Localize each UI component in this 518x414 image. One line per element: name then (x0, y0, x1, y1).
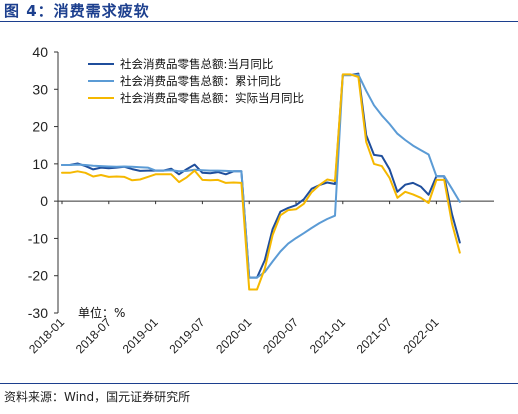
unit-label: 单位：% (78, 305, 125, 320)
x-tick-label: 2021-07 (354, 315, 395, 356)
legend-label-3: 社会消费品零售总额：实际当月同比 (120, 91, 304, 105)
x-tick-label: 2018-01 (26, 315, 67, 356)
y-tick-label: 0 (40, 193, 48, 209)
x-tick-label: 2021-01 (307, 315, 348, 356)
legend-label-2: 社会消费品零售总额：累计同比 (120, 74, 281, 88)
x-tick-label: 2019-07 (166, 315, 207, 356)
source-rule (0, 383, 518, 384)
y-tick-label: -30 (28, 305, 48, 321)
y-tick-label: -20 (28, 268, 48, 284)
title-rule (0, 21, 518, 22)
y-tick-label: 40 (32, 44, 48, 60)
y-tick-label: 30 (32, 81, 48, 97)
series-layer (61, 72, 461, 291)
x-tick-label: 2020-01 (213, 315, 254, 356)
source-note: 资料来源：Wind，国元证券研究所 (4, 390, 191, 404)
legend: 社会消费品零售总额:当月同比社会消费品零售总额：累计同比社会消费品零售总额：实际… (88, 57, 304, 105)
y-tick-label: 20 (32, 119, 48, 135)
x-tick-label: 2019-01 (120, 315, 161, 356)
x-tick-label: 2022-01 (400, 315, 441, 356)
y-tick-label: -10 (28, 230, 48, 246)
figure-title: 图 4：消费需求疲软 (4, 2, 150, 20)
x-tick-label: 2018-07 (73, 315, 114, 356)
y-tick-label: 10 (32, 156, 48, 172)
series-line-2 (61, 73, 461, 279)
series-line-1 (61, 72, 461, 279)
series-line-3 (61, 73, 461, 291)
legend-label-1: 社会消费品零售总额:当月同比 (120, 57, 273, 71)
x-tick-label: 2020-07 (260, 315, 301, 356)
